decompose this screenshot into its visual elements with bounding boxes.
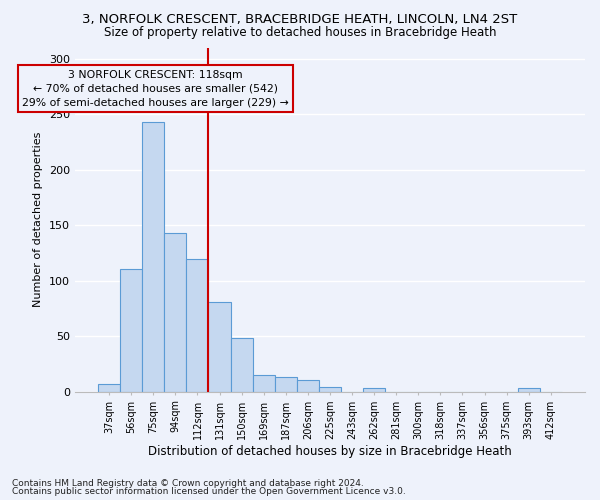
Bar xyxy=(120,268,142,392)
Y-axis label: Number of detached properties: Number of detached properties xyxy=(34,132,43,308)
Bar xyxy=(98,384,120,392)
Bar xyxy=(518,388,540,392)
Bar xyxy=(142,122,164,392)
Bar xyxy=(164,233,187,392)
Bar xyxy=(297,380,319,392)
Text: Contains HM Land Registry data © Crown copyright and database right 2024.: Contains HM Land Registry data © Crown c… xyxy=(12,478,364,488)
Bar xyxy=(187,258,208,392)
Text: 3 NORFOLK CRESCENT: 118sqm
← 70% of detached houses are smaller (542)
29% of sem: 3 NORFOLK CRESCENT: 118sqm ← 70% of deta… xyxy=(22,70,289,108)
X-axis label: Distribution of detached houses by size in Bracebridge Heath: Distribution of detached houses by size … xyxy=(148,444,512,458)
Bar xyxy=(253,375,275,392)
Text: Contains public sector information licensed under the Open Government Licence v3: Contains public sector information licen… xyxy=(12,487,406,496)
Bar xyxy=(208,302,230,392)
Text: 3, NORFOLK CRESCENT, BRACEBRIDGE HEATH, LINCOLN, LN4 2ST: 3, NORFOLK CRESCENT, BRACEBRIDGE HEATH, … xyxy=(82,12,518,26)
Bar xyxy=(363,388,385,392)
Text: Size of property relative to detached houses in Bracebridge Heath: Size of property relative to detached ho… xyxy=(104,26,496,39)
Bar xyxy=(275,378,297,392)
Bar xyxy=(230,338,253,392)
Bar xyxy=(319,388,341,392)
